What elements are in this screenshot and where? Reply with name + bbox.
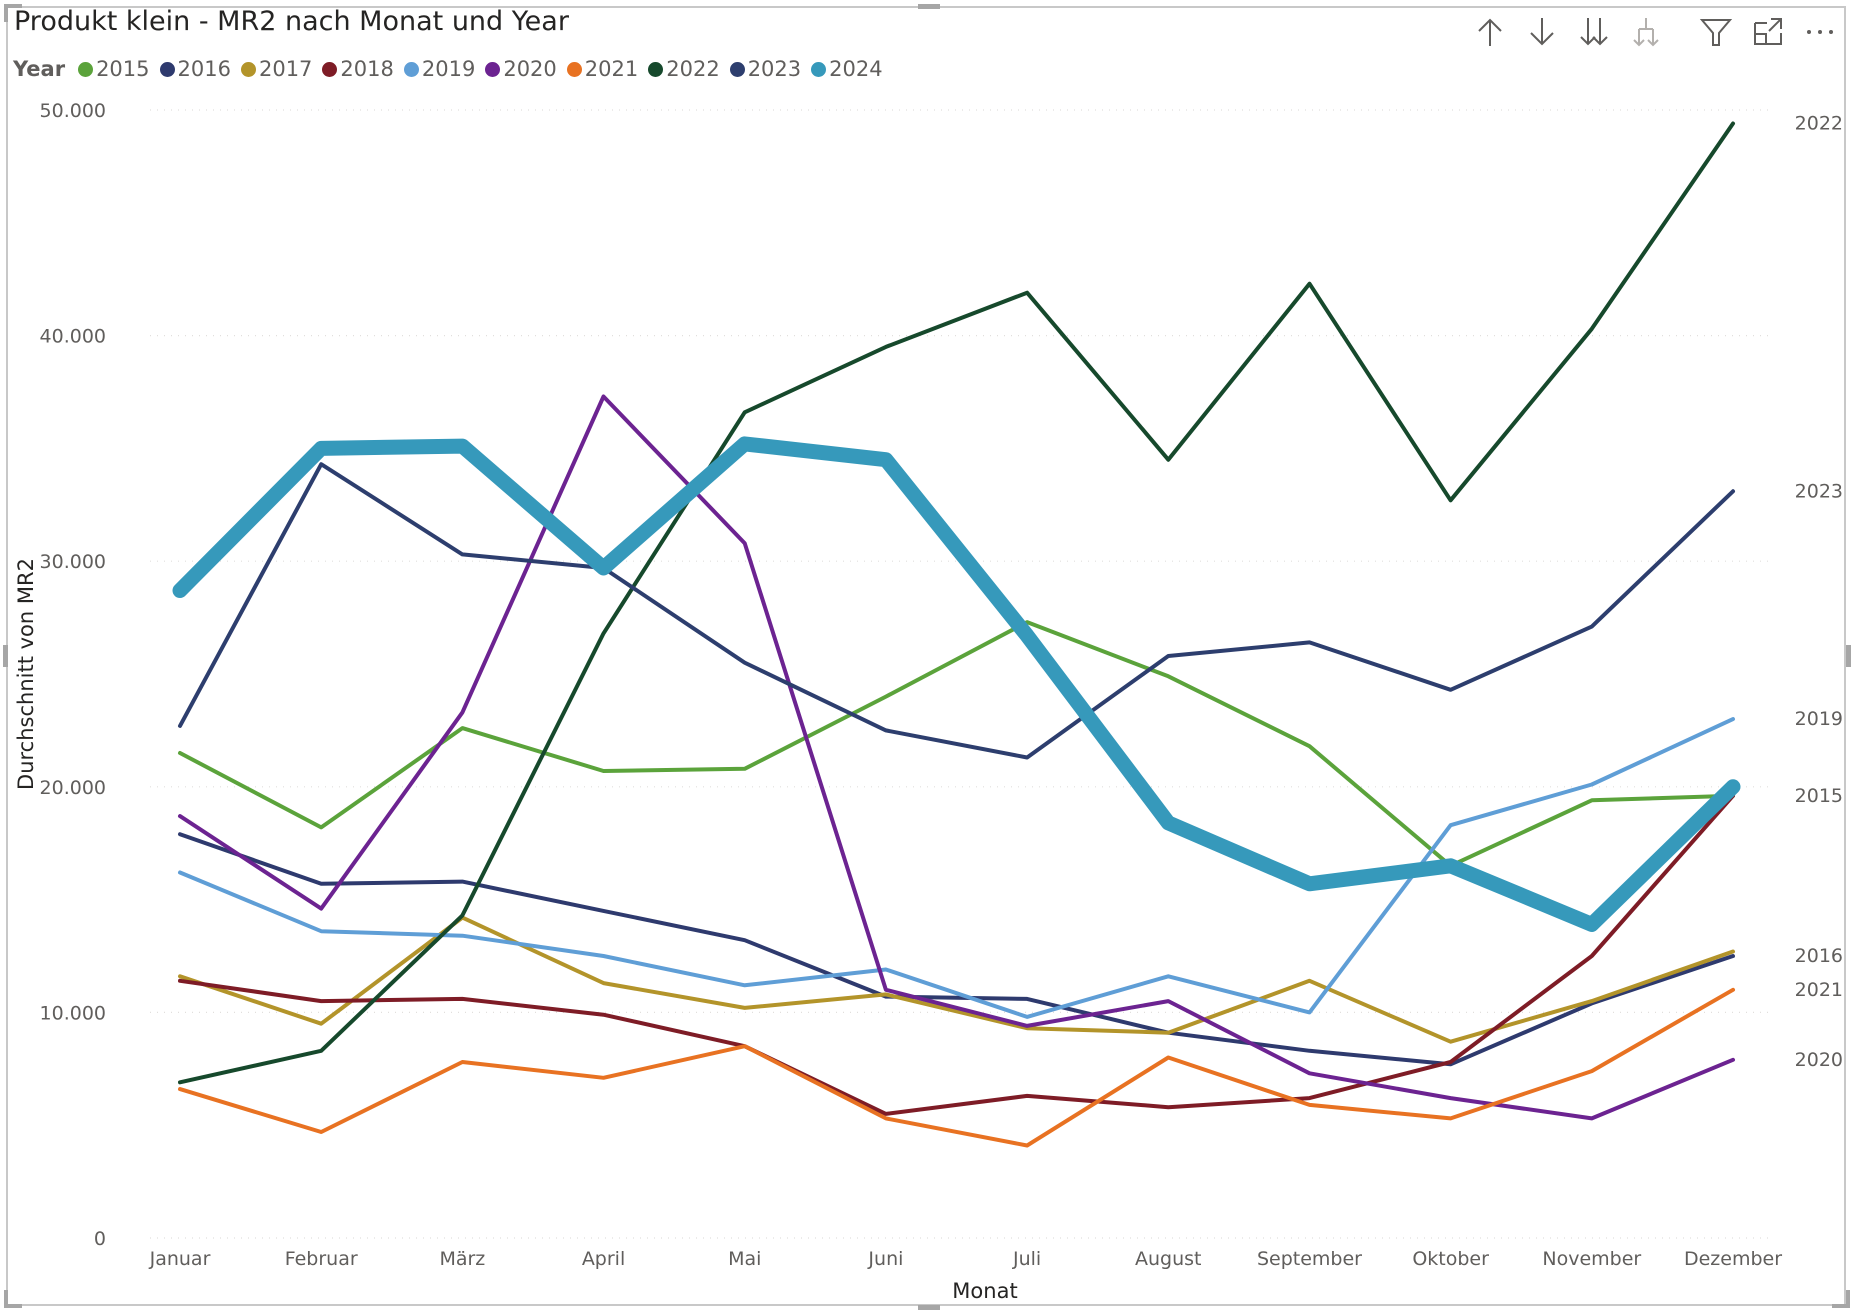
legend-marker-icon [811,61,827,77]
legend-item-2021[interactable]: 2021 [566,57,639,81]
legend-marker-icon [322,61,338,77]
x-tick-label: September [1257,1248,1362,1270]
legend-label: 2021 [584,57,639,81]
resize-corner-bottom-right[interactable] [1832,1290,1850,1308]
y-tick-label: 30.000 [40,551,106,573]
series-line-2020[interactable] [178,394,1735,1121]
end-label-2019: 2019 [1795,708,1843,730]
filter-button[interactable] [1696,12,1736,52]
legend-item-2024[interactable]: 2024 [811,57,883,81]
x-tick-label: Dezember [1684,1248,1782,1270]
more-options-button[interactable] [1800,12,1840,52]
end-label-2023: 2023 [1795,480,1843,502]
legend-label: 2020 [503,57,557,81]
legend-label: 2016 [177,57,231,81]
resize-handle-top[interactable] [918,4,940,9]
resize-corner-bottom-left[interactable] [4,1290,22,1308]
x-axis-title: Monat [952,1279,1017,1303]
resize-handle-right[interactable] [1846,645,1851,667]
series-line-2018[interactable] [178,793,1735,1116]
y-tick-label: 40.000 [40,326,106,348]
legend-marker-icon [159,61,175,77]
x-tick-label: Mai [728,1248,761,1270]
series-line-2022[interactable] [178,121,1735,1085]
legend-label: 2019 [421,57,476,81]
legend-label: 2017 [258,57,313,81]
y-tick-label: 10.000 [40,1002,106,1024]
more-options-icon [1807,30,1833,34]
series-line-2019[interactable] [178,717,1735,1019]
y-tick-label: 50.000 [40,100,106,122]
end-label-2021: 2021 [1795,979,1843,1001]
legend-marker-icon [566,61,582,77]
end-label-2015: 2015 [1795,785,1843,807]
visual-header-toolbar [1458,12,1840,52]
focus-mode-icon [1754,18,1782,45]
legend-marker-icon [403,61,419,77]
end-label-2022: 2022 [1795,113,1843,135]
legend-item-2016[interactable]: 2016 [159,57,231,81]
legend-item-2015[interactable]: 2015 [78,57,150,81]
legend-marker-icon [240,61,256,77]
series-line-2021[interactable] [178,987,1735,1148]
x-tick-label: Juni [867,1248,903,1270]
resize-handle-bottom[interactable] [918,1305,940,1310]
x-tick-label: April [582,1248,625,1270]
legend-item-2022[interactable]: 2022 [648,57,720,81]
x-tick-label: Januar [149,1248,211,1270]
legend-marker-icon [648,61,664,77]
drill-up-icon [1478,18,1502,46]
legend-item-2023[interactable]: 2023 [729,57,802,81]
next-level-button[interactable] [1574,12,1614,52]
legend-item-2019[interactable]: 2019 [403,57,476,81]
x-tick-label: Juli [1012,1248,1041,1270]
legend: Year 2015 2016 2017 2018 2019 2020 2021 2022 202… [13,57,893,81]
x-tick-label: März [439,1248,485,1270]
legend-item-2018[interactable]: 2018 [322,57,394,81]
resize-handle-left[interactable] [3,645,8,667]
drill-down-button[interactable] [1522,12,1562,52]
legend-title: Year [13,57,66,81]
legend-label: 2022 [666,57,720,81]
drill-up-button[interactable] [1470,12,1510,52]
filter-icon [1699,19,1733,46]
end-label-2020: 2020 [1795,1049,1843,1071]
legend-label: 2023 [747,57,802,81]
expand-hierarchy-icon [1633,18,1659,47]
end-label-2016: 2016 [1795,945,1843,967]
expand-all-icon [1580,18,1608,46]
y-tick-label: 0 [94,1228,106,1250]
y-axis-title: Durchschnitt von MR2 [14,558,38,790]
drill-down-icon [1530,18,1554,46]
legend-item-2017[interactable]: 2017 [240,57,313,81]
chart-title: Produkt klein - MR2 nach Monat und Year [14,6,569,37]
legend-label: 2024 [829,57,883,81]
y-tick-label: 20.000 [40,777,106,799]
x-tick-label: Oktober [1412,1248,1489,1270]
series-line-2024[interactable] [172,436,1741,932]
legend-marker-icon [485,61,501,77]
x-tick-label: November [1542,1248,1641,1270]
legend-label: 2015 [96,57,150,81]
expand-level-button[interactable] [1626,12,1666,52]
legend-label: 2018 [340,57,394,81]
series-line-2023[interactable] [178,462,1735,760]
resize-corner-top-left[interactable] [4,4,22,22]
x-tick-label: August [1135,1248,1202,1270]
legend-marker-icon [78,61,94,77]
legend-item-2020[interactable]: 2020 [485,57,557,81]
x-tick-label: Februar [285,1248,358,1270]
legend-marker-icon [729,61,745,77]
series-line-2016[interactable] [178,832,1735,1067]
focus-mode-button[interactable] [1748,12,1788,52]
